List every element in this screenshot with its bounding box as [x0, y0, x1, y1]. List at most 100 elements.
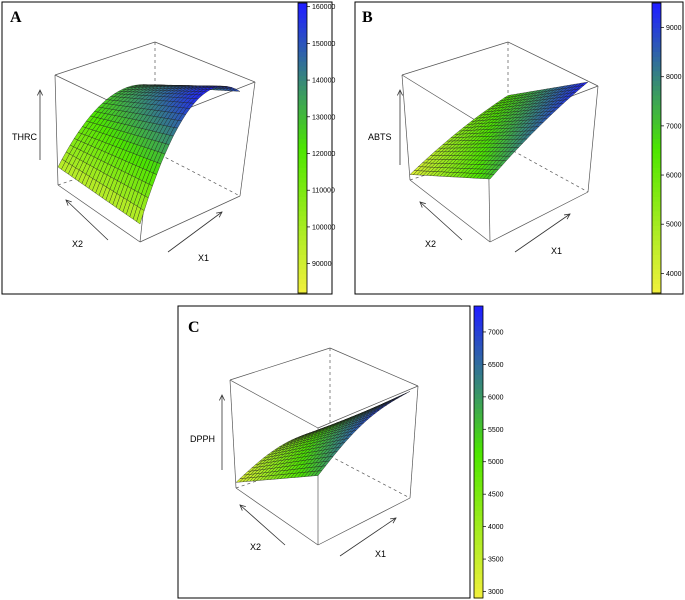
colorbar-segment	[652, 94, 661, 101]
colorbar-segment	[298, 215, 307, 222]
axis-arrow-head	[397, 89, 403, 96]
panel-a-zlabel: THRC	[12, 132, 37, 142]
colorbar-segment	[474, 505, 483, 511]
colorbar-segment	[474, 432, 483, 438]
colorbar-segment	[298, 152, 307, 159]
colorbar-segment	[298, 99, 307, 106]
colorbar-segment	[652, 201, 661, 207]
colorbar-segment	[652, 32, 661, 38]
colorbar-segment	[474, 325, 483, 331]
colorbar-segment	[474, 525, 483, 531]
colorbar-segment	[298, 172, 307, 178]
colorbar-segment	[652, 264, 661, 270]
colorbar-segment	[298, 46, 307, 52]
colorbar-segment	[652, 273, 661, 280]
colorbar-segment	[474, 315, 483, 322]
box-edge-bottom	[235, 487, 319, 546]
colorbar-segment	[474, 442, 483, 448]
colorbar-segment	[652, 61, 661, 67]
axis-arrow-head	[216, 211, 223, 218]
box-edge-top	[401, 74, 489, 129]
colorbar-segment	[298, 278, 307, 284]
colorbar-segment	[652, 104, 661, 110]
box-edge-top	[154, 41, 256, 83]
axis-arrow-head	[239, 504, 246, 511]
panel-b-letter: B	[362, 9, 373, 26]
colorbar-segment	[652, 215, 661, 222]
panel-c-letter: C	[188, 319, 200, 336]
box-edge-bottom	[139, 195, 241, 243]
box-edge-bottom	[317, 497, 411, 546]
panel-b-colorbar: 4000 5000 6000 7000 8000 9000	[651, 2, 682, 294]
colorbar-segment	[474, 320, 483, 327]
panel-a-colorbar: 90000 100000 110000 120000 130000 140000 15000…	[297, 2, 335, 294]
colorbar-tick-label: 110000	[312, 188, 335, 195]
colorbar-segment	[298, 148, 307, 154]
colorbar-segment	[474, 490, 483, 497]
panel-b-frame	[354, 1, 684, 295]
colorbar-segment	[652, 109, 661, 115]
box-edge-top	[317, 385, 419, 429]
box-edge-vertical	[401, 74, 411, 181]
colorbar-segment	[652, 157, 661, 164]
colorbar-segment	[652, 288, 661, 294]
colorbar-segment	[474, 529, 483, 536]
colorbar-segment	[474, 471, 483, 477]
box-edge-top	[507, 41, 599, 87]
colorbar-segment	[652, 119, 661, 125]
colorbar-tick-label: 8000	[666, 74, 682, 81]
colorbar-tick-label: 9000	[666, 25, 682, 32]
axis-arrow-head	[564, 213, 571, 220]
colorbar-segment	[652, 268, 661, 275]
panel-c: C DPPH X2 X1 3000 3500 4000 4500 5000 5500 600…	[177, 305, 504, 599]
colorbar-segment	[298, 90, 307, 96]
box-edge-vertical	[409, 385, 419, 499]
colorbar-segment	[298, 3, 307, 9]
colorbar-segment	[474, 452, 483, 458]
colorbar-segment	[474, 359, 483, 365]
colorbar-segment	[474, 340, 483, 346]
colorbar-segment	[652, 152, 661, 159]
colorbar-tick-label: 120000	[312, 151, 335, 158]
colorbar-segment	[298, 22, 307, 28]
colorbar-segment	[474, 393, 483, 400]
box-edge-top	[54, 41, 156, 76]
colorbar-segment	[652, 143, 661, 149]
colorbar-segment	[652, 70, 661, 77]
colorbar-segment	[652, 22, 661, 28]
colorbar-segment	[298, 254, 307, 260]
colorbar-segment	[474, 573, 483, 580]
colorbar-segment	[298, 201, 307, 207]
colorbar-segment	[652, 254, 661, 260]
colorbar-segment	[298, 85, 307, 91]
panel-a-letter: A	[10, 9, 22, 26]
colorbar-tick-label: 160000	[312, 4, 335, 11]
colorbar-segment	[652, 90, 661, 96]
colorbar-tick-label: 3500	[488, 557, 504, 564]
colorbar-segment	[298, 70, 307, 77]
colorbar-segment	[652, 12, 661, 19]
colorbar-segment	[474, 588, 483, 594]
colorbar-segment	[652, 7, 661, 14]
colorbar-tick-label: 4000	[488, 524, 504, 531]
colorbar-segment	[474, 486, 483, 492]
colorbar-segment	[474, 447, 483, 453]
colorbar-segment	[298, 17, 307, 23]
box-edge-vertical	[587, 85, 599, 193]
axis-arrow-head	[419, 201, 426, 208]
colorbar-segment	[652, 230, 661, 236]
colorbar-segment	[298, 104, 307, 110]
colorbar-segment	[298, 288, 307, 294]
colorbar-segment	[652, 172, 661, 178]
colorbar-segment	[298, 220, 307, 226]
colorbar-segment	[298, 210, 307, 217]
colorbar-segment	[474, 593, 483, 599]
panel-b-ylabel: X2	[425, 239, 436, 249]
colorbar-segment	[298, 283, 307, 289]
colorbar-segment	[298, 128, 307, 135]
colorbar-tick-label: 4000	[666, 271, 682, 278]
panel-b-zlabel: ABTS	[368, 132, 392, 142]
colorbar-segment	[298, 133, 307, 139]
colorbar-segment	[474, 534, 483, 541]
colorbar-segment	[298, 167, 307, 173]
